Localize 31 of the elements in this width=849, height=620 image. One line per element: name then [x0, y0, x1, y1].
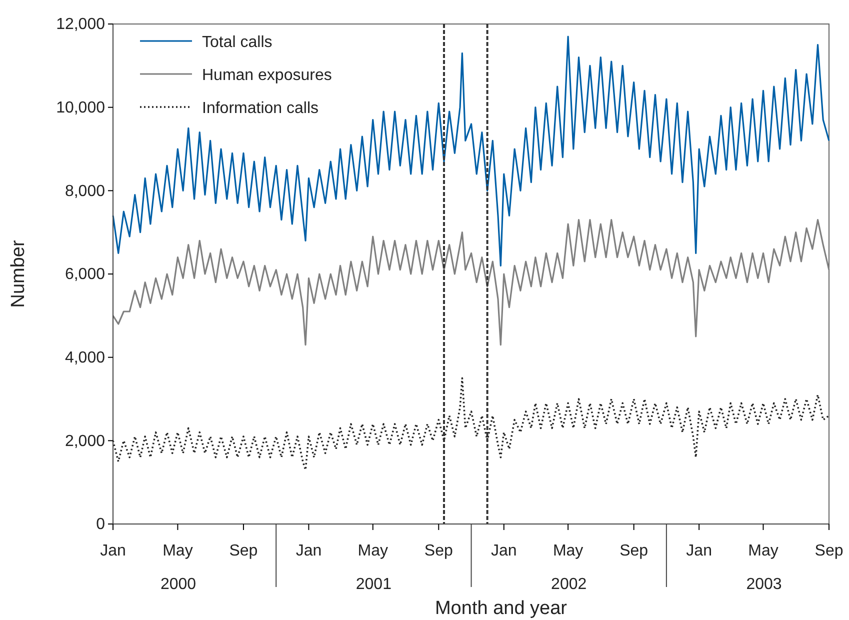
x-tick-label: Jan — [100, 542, 126, 560]
text: 2001 — [356, 576, 392, 593]
text: 2002 — [551, 576, 587, 593]
x-tick-label: Jan — [490, 542, 517, 560]
x-tick-label: Jan — [296, 542, 322, 560]
y-tick-label: 0 — [96, 516, 106, 534]
x-tick-label: Sep — [620, 542, 648, 560]
x-tick-label: May — [748, 542, 778, 560]
line-series — [112, 36, 830, 266]
y-tick-label: 8,000 — [64, 182, 106, 200]
x-tick-label: May — [358, 542, 388, 560]
y-tick-label: 4,000 — [64, 349, 106, 366]
x-tick-label: Sep — [424, 542, 453, 560]
legend-label: Human exposures — [202, 67, 332, 84]
legend-label: Total calls — [202, 34, 272, 51]
x-axis-title: Month and year — [434, 598, 568, 619]
text: 2000 — [160, 576, 196, 593]
x-tick-label: May — [552, 542, 584, 560]
x-tick-label: Sep — [229, 542, 258, 560]
line-series — [112, 377, 830, 471]
line-series — [112, 219, 830, 346]
y-tick-label: 6,000 — [64, 266, 106, 284]
legend-label: Information calls — [202, 100, 318, 117]
x-tick-label: Jan — [686, 542, 712, 560]
y-tick-label: 10,000 — [56, 99, 106, 116]
y-axis-title: Number — [8, 240, 29, 308]
x-tick-label: Sep — [814, 542, 844, 560]
y-tick-label: 2,000 — [64, 432, 106, 450]
x-tick-label: May — [162, 542, 193, 560]
text: 2003 — [746, 576, 782, 593]
y-tick-label: 12,000 — [56, 16, 106, 34]
